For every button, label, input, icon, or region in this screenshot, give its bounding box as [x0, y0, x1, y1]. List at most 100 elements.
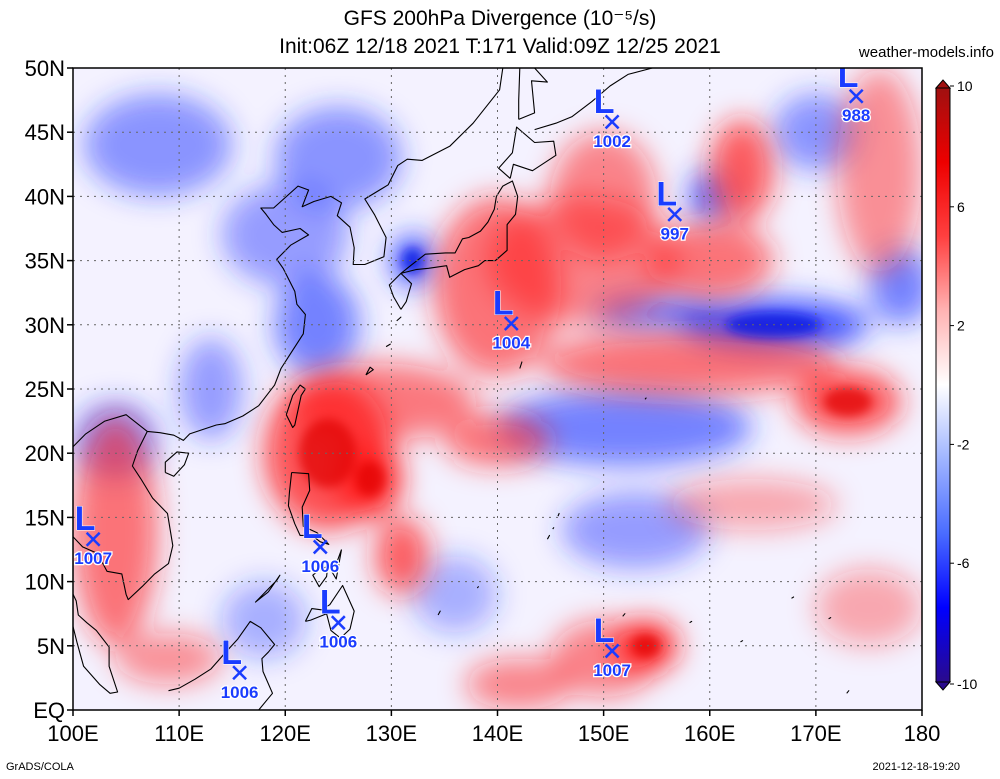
positive-divergence-blob	[709, 119, 774, 223]
positive-divergence-blob	[550, 132, 657, 261]
positive-divergence-core	[631, 634, 661, 658]
x-tick-label: 170E	[790, 721, 841, 746]
positive-divergence-blob	[667, 478, 838, 531]
positive-divergence-core	[299, 418, 357, 488]
low-pressure-center: L 997	[656, 175, 690, 245]
low-symbol-label: L	[302, 508, 323, 546]
coastline	[73, 68, 504, 448]
coastline	[498, 126, 557, 179]
positive-divergence-blob	[539, 331, 838, 396]
low-center-mark	[232, 665, 248, 681]
y-tick-label: 10N	[25, 570, 65, 595]
divergence-field	[73, 68, 922, 710]
y-tick-label: 20N	[25, 441, 65, 466]
coastline	[304, 584, 355, 639]
coastline	[552, 527, 555, 530]
low-symbol-label: L	[594, 83, 615, 121]
axes: 100E 110E 120E 130E 140E 150E 160E 170E 180 EQ 5N 1…	[25, 56, 941, 746]
gridlines	[73, 68, 922, 710]
coastline	[73, 575, 119, 694]
negative-divergence-blob	[179, 337, 243, 441]
coastline	[385, 343, 391, 348]
coastline	[285, 384, 306, 429]
colorbar-bottom-arrow	[934, 681, 952, 691]
coastline	[557, 512, 560, 517]
low-pressure-center: L 1006	[219, 633, 259, 703]
chart-title: GFS 200hPa Divergence (10⁻⁵/s)	[343, 7, 657, 30]
y-tick-label: 25N	[25, 377, 65, 402]
positive-divergence-blob	[375, 517, 429, 595]
y-tick-label: 40N	[25, 184, 65, 209]
colorbar-top-arrow	[934, 79, 952, 89]
coastline	[168, 620, 276, 710]
low-pressure-value: 997	[661, 224, 689, 243]
negative-divergence-blob	[412, 555, 498, 633]
low-pressure-value: 1006	[301, 557, 339, 576]
low-pressure-center: L 1004	[491, 284, 532, 354]
low-center-mark	[312, 539, 328, 555]
colorbar-label: -10	[957, 676, 977, 692]
colorbar: 10 6 2 -2 -6 -10	[934, 78, 977, 692]
positive-divergence-core	[355, 461, 385, 497]
colorbar-label: 2	[957, 318, 965, 334]
low-pressure-value: 1007	[74, 549, 112, 568]
coastline	[365, 366, 374, 376]
y-tick-label: 35N	[25, 249, 65, 274]
low-symbol-label: L	[594, 612, 615, 650]
coastlines	[73, 68, 850, 710]
low-symbol-label: L	[656, 175, 677, 213]
negative-divergence-blob	[221, 183, 349, 287]
plot-area: L 988 L 1002 L 997 L 1004 L 1007 L 1006 L 1006 L 1006 L 1…	[73, 68, 922, 710]
chart-subtitle: Init:06Z 12/18 2021 T:171 Valid:09Z 12/2…	[279, 35, 721, 58]
x-tick-label: 160E	[684, 721, 735, 746]
y-tick-label: EQ	[33, 698, 65, 723]
low-pressure-centers: L 988 L 1002 L 997 L 1004 L 1007 L 1006 L 1006 L 1006 L 1…	[73, 68, 872, 703]
low-pressure-value: 1006	[221, 683, 259, 702]
low-pressure-value: 1002	[593, 132, 631, 151]
low-pressure-value: 988	[842, 106, 870, 125]
coastline	[846, 690, 850, 694]
y-tick-label: 50N	[25, 56, 65, 81]
coastline	[791, 596, 795, 599]
low-pressure-value: 1007	[593, 661, 631, 680]
low-pressure-center: L 1007	[73, 500, 113, 570]
y-tick-label: 15N	[25, 505, 65, 530]
positive-divergence-blob	[550, 620, 657, 698]
coastline	[437, 610, 441, 616]
low-center-mark	[667, 206, 683, 222]
low-pressure-value: 1006	[319, 633, 357, 652]
negative-divergence-blob	[497, 389, 753, 467]
coastline	[828, 617, 832, 620]
x-tick-label: 130E	[366, 721, 417, 746]
colorbar-label: -6	[957, 555, 970, 571]
low-center-mark	[85, 531, 101, 547]
colorbar-scale	[935, 87, 951, 683]
coastline	[388, 180, 519, 310]
negative-divergence-blob	[274, 106, 402, 210]
y-tick-label: 45N	[25, 120, 65, 145]
coastline	[740, 640, 744, 643]
coastline	[622, 613, 626, 617]
positive-divergence-blob	[815, 568, 922, 646]
low-symbol-label: L	[221, 634, 242, 672]
coastline	[519, 361, 523, 369]
site-label: weather-models.info	[858, 44, 994, 61]
positive-divergence-blob	[646, 222, 774, 300]
low-pressure-center: L 988	[837, 68, 871, 126]
coastline	[546, 534, 551, 540]
negative-divergence-blob	[83, 93, 233, 197]
coastline	[476, 586, 479, 589]
positive-divergence-core	[823, 387, 872, 417]
x-tick-label: 120E	[260, 721, 311, 746]
coastline	[396, 316, 402, 322]
coastline	[73, 431, 174, 601]
coastline	[689, 620, 693, 624]
low-symbol-label: L	[320, 584, 341, 622]
divergence-cores	[299, 247, 872, 658]
x-tick-label: 150E	[578, 721, 629, 746]
coastline	[312, 565, 329, 588]
coastline	[164, 451, 190, 477]
low-symbol-label: L	[493, 285, 514, 323]
positive-divergence-blob	[837, 68, 922, 274]
